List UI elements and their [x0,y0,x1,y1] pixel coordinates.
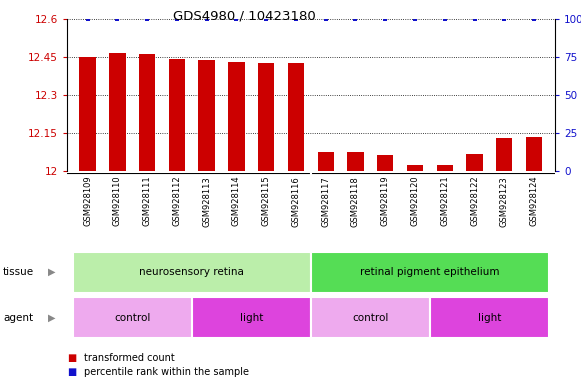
Bar [192,297,311,338]
Bar [407,166,423,171]
Text: GSM928120: GSM928120 [411,176,419,227]
Text: GSM928113: GSM928113 [202,176,211,227]
Bar [139,54,155,171]
Bar [430,297,549,338]
Bar [228,62,245,171]
Bar [467,154,483,171]
Text: GSM928116: GSM928116 [292,176,300,227]
Bar [80,57,96,171]
Text: ■: ■ [67,367,76,377]
Text: GSM928124: GSM928124 [529,176,539,227]
Text: GSM928110: GSM928110 [113,176,122,227]
Text: GSM928123: GSM928123 [500,176,509,227]
Bar [73,297,192,338]
Text: GSM928114: GSM928114 [232,176,241,227]
Text: neurosensory retina: neurosensory retina [139,267,244,277]
Text: ▶: ▶ [48,313,55,323]
Bar [109,53,125,171]
Text: ▶: ▶ [48,267,55,277]
Text: GDS4980 / 10423180: GDS4980 / 10423180 [173,10,315,23]
Bar [318,152,334,171]
Text: GSM928112: GSM928112 [173,176,181,227]
Text: GSM928115: GSM928115 [261,176,271,227]
Text: transformed count: transformed count [84,353,175,363]
Text: control: control [114,313,150,323]
Text: GSM928111: GSM928111 [143,176,152,227]
Text: GSM928122: GSM928122 [470,176,479,227]
Text: control: control [352,313,389,323]
Text: percentile rank within the sample: percentile rank within the sample [84,367,249,377]
Text: light: light [239,313,263,323]
Bar [377,155,393,171]
Bar [199,60,215,171]
Text: light: light [478,313,501,323]
Text: agent: agent [3,313,33,323]
Bar [526,137,542,171]
Bar [311,297,430,338]
Text: GSM928118: GSM928118 [351,176,360,227]
Bar [258,63,274,171]
Text: GSM928117: GSM928117 [321,176,330,227]
Bar [311,252,549,293]
Text: GSM928121: GSM928121 [440,176,449,227]
Bar [436,165,453,171]
Text: retinal pigment epithelium: retinal pigment epithelium [360,267,500,277]
Bar [73,252,311,293]
Text: ■: ■ [67,353,76,363]
Text: GSM928119: GSM928119 [381,176,390,227]
Bar [496,137,512,171]
Text: tissue: tissue [3,267,34,277]
Bar [347,152,364,171]
Bar [168,59,185,171]
Text: GSM928109: GSM928109 [83,176,92,227]
Bar [288,63,304,171]
